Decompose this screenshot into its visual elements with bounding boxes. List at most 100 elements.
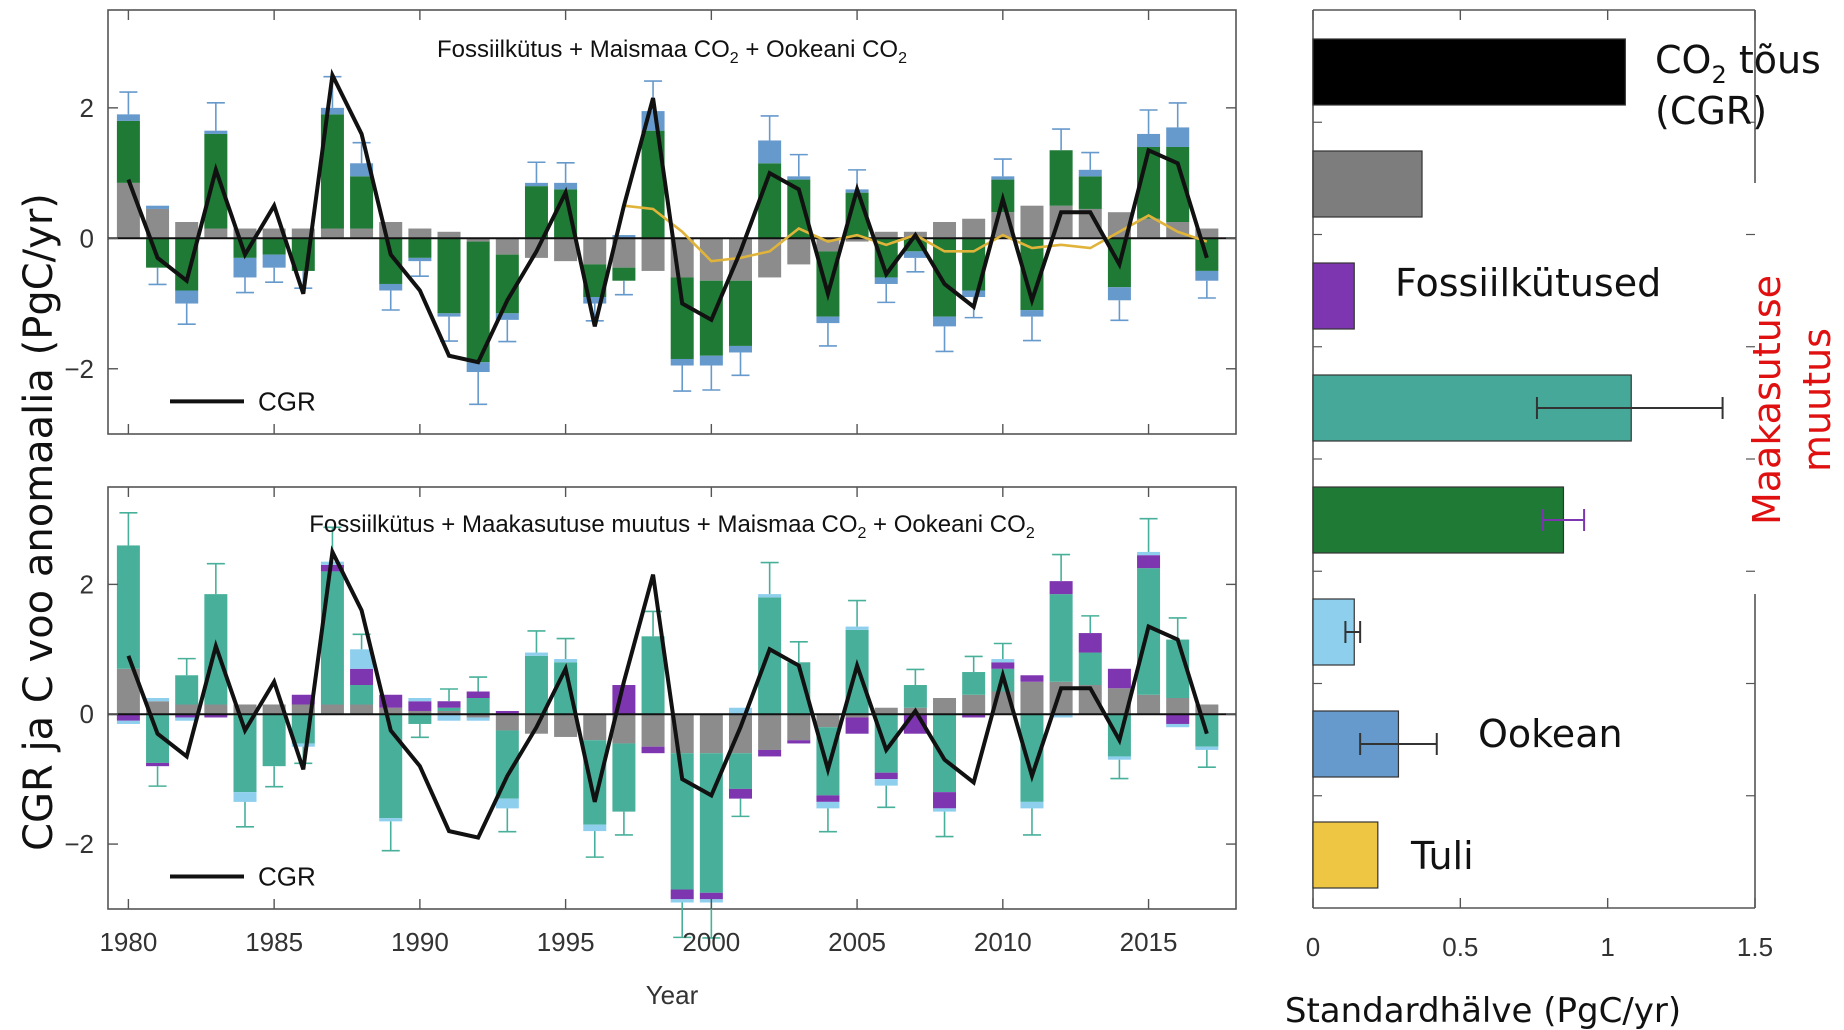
top-bar-fossil-2009 <box>962 218 986 239</box>
bottom-bar-fossil-2016 <box>1166 698 1190 715</box>
right-xtick-label-0: 0 <box>1306 932 1320 962</box>
top-ytick-label--2: −2 <box>64 354 94 384</box>
bottom-bar-ocean-1993 <box>495 798 519 809</box>
bottom-bar-landuse-1983 <box>204 714 228 718</box>
top-bar-fossil-2016 <box>1166 222 1190 239</box>
bottom-bar-fossil-1991 <box>437 710 461 715</box>
bottom-bar-fossil-2011 <box>1020 681 1044 715</box>
bottom-bar-landuse-1993 <box>495 710 519 715</box>
bottom-bar-land-1985 <box>262 714 286 767</box>
top-bar-ocean-2008 <box>933 316 957 327</box>
top-bar-land-1994 <box>524 186 548 239</box>
bottom-bar-land-1988 <box>350 685 374 705</box>
top-bar-land-1993 <box>495 254 519 314</box>
top-bar-ocean-1987 <box>320 107 344 115</box>
top-bar-ocean-2004 <box>816 316 840 324</box>
xtick-label-1995: 1995 <box>537 927 595 957</box>
bottom-bar-landuse-1982 <box>175 714 199 718</box>
bottom-plot-frame <box>107 486 1237 910</box>
bottom-bar-land-1997 <box>612 743 636 812</box>
top-bar-land-1989 <box>379 238 403 284</box>
bottom-ytick-label--2: −2 <box>64 829 94 859</box>
top-bar-ocean-1996 <box>583 297 607 304</box>
top-bar-ocean-2006 <box>874 277 898 284</box>
bottom-bar-fossil-1998 <box>641 714 665 747</box>
top-bar-fossil-1981 <box>146 208 170 239</box>
right-bar-0 <box>1312 38 1626 106</box>
bottom-bar-ocean-2002 <box>758 594 782 598</box>
bottom-bar-landuse-1992 <box>466 691 490 698</box>
bottom-bar-fossil-1996 <box>583 714 607 741</box>
bottom-bar-landuse-1980 <box>116 714 140 721</box>
bottom-bar-fossil-1995 <box>554 714 578 737</box>
top-bar-ocean-2007 <box>903 251 927 258</box>
bottom-bar-land-1990 <box>408 714 432 724</box>
x-axis-label: Year <box>646 980 699 1010</box>
bottom-bar-land-1993 <box>495 730 519 799</box>
right-label-fossil: Fossiilkütused <box>1395 261 1661 305</box>
top-bar-land-2012 <box>1049 150 1073 206</box>
top-bar-land-2003 <box>787 179 811 239</box>
top-bar-fossil-1995 <box>554 238 578 262</box>
bottom-bar-ocean-2008 <box>933 808 957 812</box>
top-bar-ocean-2011 <box>1020 310 1044 317</box>
bottom-bar-ocean-2015 <box>1137 551 1161 556</box>
subscript: 2 <box>898 50 907 67</box>
top-bar-fossil-1998 <box>641 238 665 271</box>
top-bar-land-2013 <box>1078 176 1102 209</box>
top-bar-land-1991 <box>437 238 461 314</box>
bottom-bar-ocean-2017 <box>1195 746 1219 750</box>
top-bar-fossil-1984 <box>233 228 257 239</box>
top-bar-ocean-2002 <box>758 140 782 164</box>
bottom-bar-ocean-1996 <box>583 824 607 832</box>
bottom-bar-fossil-2005 <box>845 714 869 718</box>
bottom-bar-land-1991 <box>437 707 461 711</box>
top-bar-fossil-1992 <box>466 238 490 242</box>
bottom-bar-fossil-1987 <box>320 704 344 715</box>
xtick-label-2000: 2000 <box>682 927 740 957</box>
top-bar-land-2016 <box>1166 146 1190 222</box>
top-bar-ocean-1993 <box>495 313 519 320</box>
top-bar-fossil-1982 <box>175 222 199 239</box>
bottom-bar-fossil-1990 <box>408 710 432 715</box>
top-bar-fossil-1983 <box>204 228 228 239</box>
top-bar-land-1980 <box>116 120 140 183</box>
right-label-fire: Tuli <box>1410 834 1474 878</box>
right-bar-1 <box>1312 150 1423 218</box>
top-bar-fossil-2011 <box>1020 205 1044 239</box>
top-bar-fossil-1990 <box>408 228 432 239</box>
bottom-bar-landuse-2013 <box>1078 633 1102 653</box>
bottom-bar-fossil-1988 <box>350 704 374 715</box>
top-bar-fossil-1996 <box>583 238 607 265</box>
bottom-cgr-line <box>126 545 1209 840</box>
bottom-bar-landuse-1981 <box>146 762 170 767</box>
bottom-bar-landuse-2002 <box>758 749 782 757</box>
top-bar-fossil-1988 <box>350 228 374 239</box>
top-bar-land-1998 <box>641 130 665 239</box>
top-bar-fossil-1986 <box>291 228 315 239</box>
top-bar-fossil-1987 <box>320 228 344 239</box>
bottom-bar-landuse-2011 <box>1020 675 1044 682</box>
bottom-bar-landuse-2012 <box>1049 581 1073 595</box>
top-bar-ocean-2003 <box>787 176 811 180</box>
bottom-bar-landuse-2008 <box>933 792 957 809</box>
bottom-bar-landuse-2004 <box>816 795 840 802</box>
bottom-bar-landuse-2003 <box>787 740 811 744</box>
bottom-bar-ocean-1995 <box>554 659 578 663</box>
bottom-bar-fossil-1981 <box>146 701 170 715</box>
top-bar-ocean-2009 <box>962 290 986 298</box>
top-bar-fossil-1985 <box>262 228 286 239</box>
bottom-bar-fossil-2003 <box>787 714 811 741</box>
right-bar-4 <box>1312 486 1565 554</box>
top-bar-land-2002 <box>758 163 782 239</box>
top-bar-ocean-2000 <box>699 355 723 366</box>
bottom-bar-land-1998 <box>641 636 665 715</box>
top-bar-ocean-2013 <box>1078 169 1102 177</box>
bottom-bar-land-1992 <box>466 698 490 715</box>
bottom-bar-ocean-2006 <box>874 779 898 786</box>
label-part: tõus <box>1727 38 1821 82</box>
top-bar-fossil-2017 <box>1195 228 1219 239</box>
top-plot-frame <box>107 9 1237 435</box>
